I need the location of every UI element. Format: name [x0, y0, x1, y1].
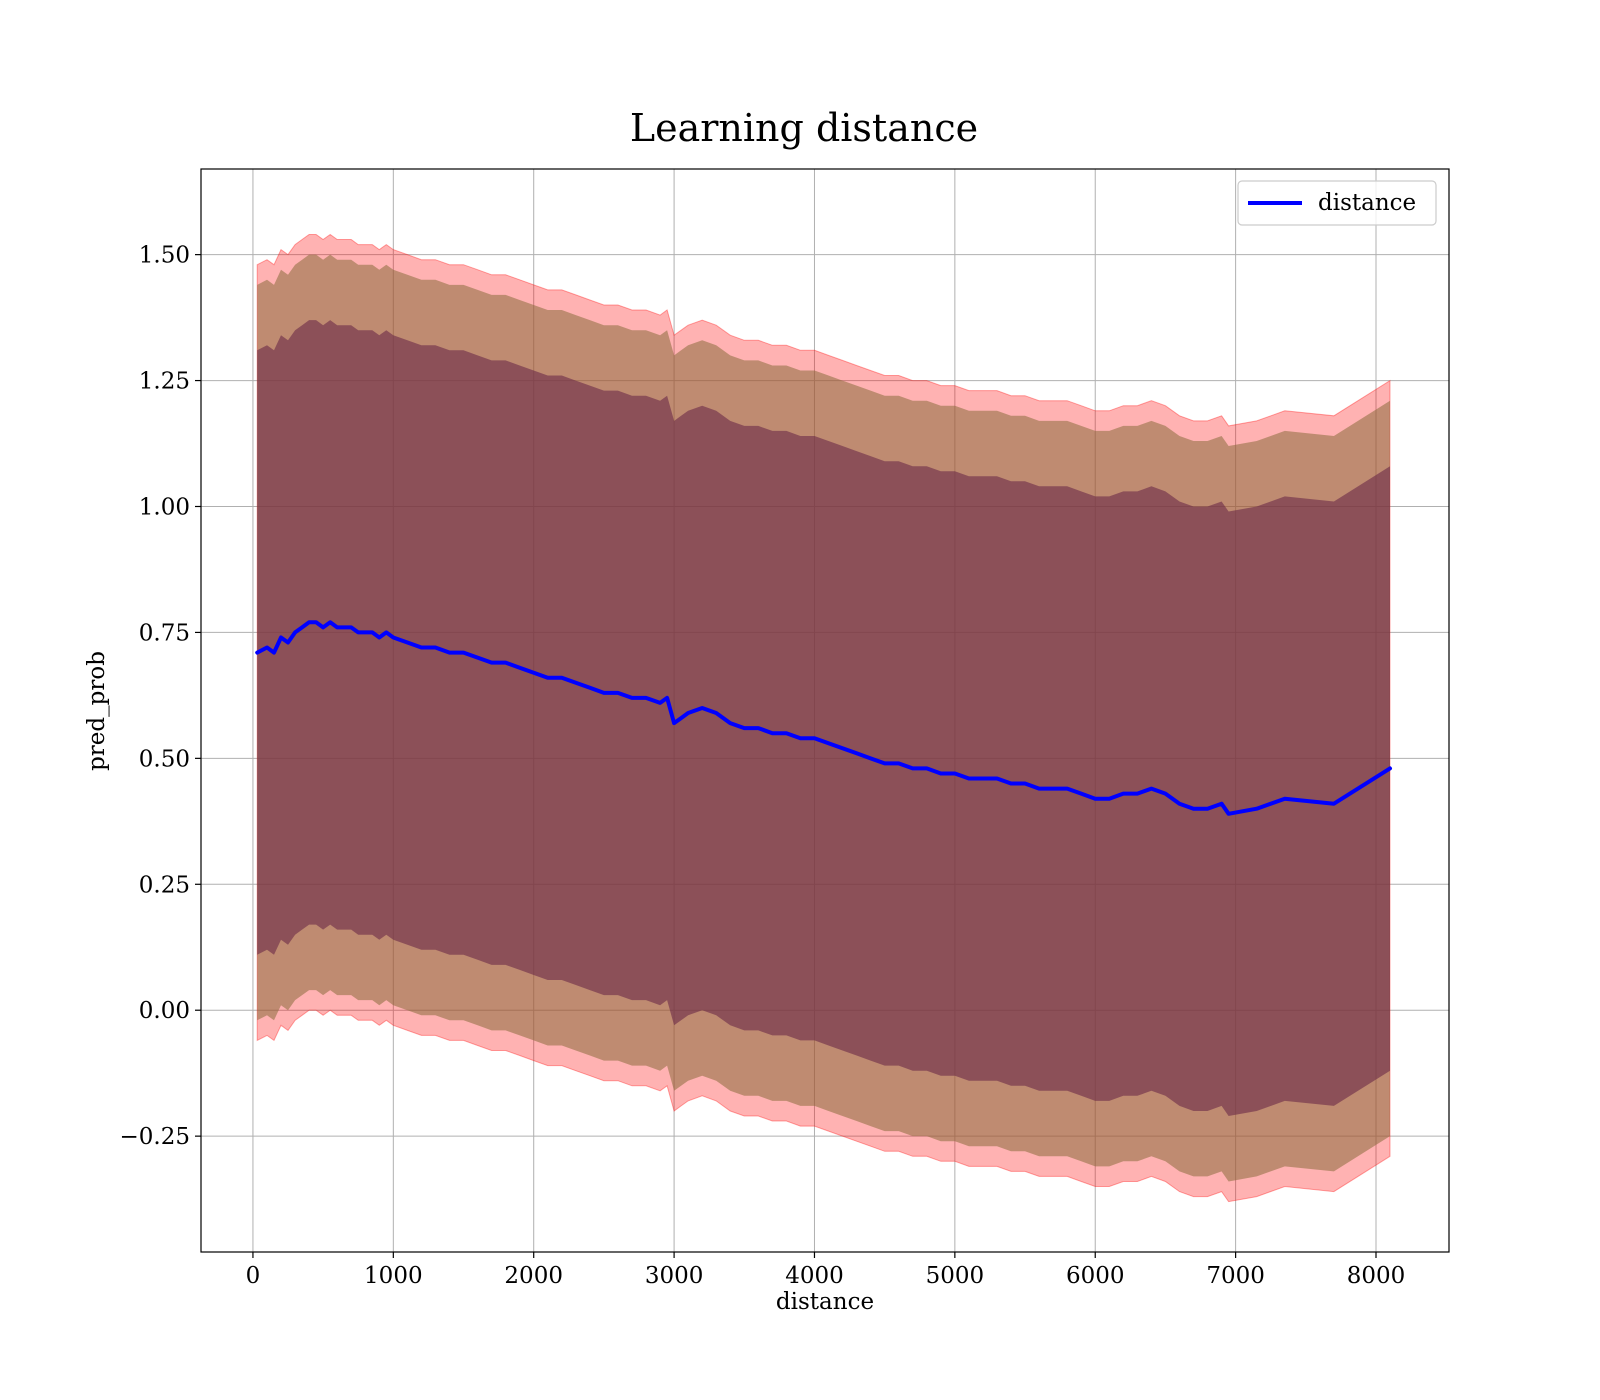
y-tick-label: 0.00: [139, 998, 190, 1024]
chart-title: Learning distance: [630, 106, 978, 150]
uncertainty-bands: [256, 233, 1391, 1203]
y-axis-label: pred_prob: [84, 651, 110, 771]
band-inner: [257, 320, 1391, 1117]
x-tick-label: 3000: [645, 1263, 704, 1289]
x-tick-label: 6000: [1066, 1263, 1125, 1289]
x-tick-label: 4000: [785, 1263, 844, 1289]
legend-label-distance: distance: [1318, 190, 1416, 216]
x-tick-label: 8000: [1347, 1263, 1406, 1289]
y-tick-label: 1.25: [139, 369, 190, 395]
series-line-distance: [255, 620, 1392, 816]
x-axis-ticks: 0 1000 2000 3000 4000 5000 6000 7000 8000: [246, 1252, 1406, 1289]
x-tick-label: 7000: [1206, 1263, 1265, 1289]
x-tick-label: 5000: [926, 1263, 985, 1289]
x-tick-label: 2000: [504, 1263, 563, 1289]
legend: distance: [1237, 180, 1437, 226]
y-tick-label: 0.50: [139, 746, 190, 772]
y-tick-label: 1.00: [139, 494, 190, 520]
y-tick-label: 1.50: [139, 243, 190, 269]
y-tick-label: −0.25: [120, 1124, 190, 1150]
y-tick-label: 0.75: [139, 620, 190, 646]
y-tick-label: 0.25: [139, 872, 190, 898]
x-axis-label: distance: [776, 1289, 874, 1315]
series-lines: [255, 620, 1392, 816]
plot-frame: [200, 168, 1450, 1253]
x-tick-label: 0: [246, 1263, 261, 1289]
x-tick-label: 1000: [364, 1263, 423, 1289]
legend-box: [1237, 180, 1437, 226]
y-axis-ticks: −0.25 0.00 0.25 0.50 0.75 1.00 1.25 1.50: [120, 243, 201, 1150]
